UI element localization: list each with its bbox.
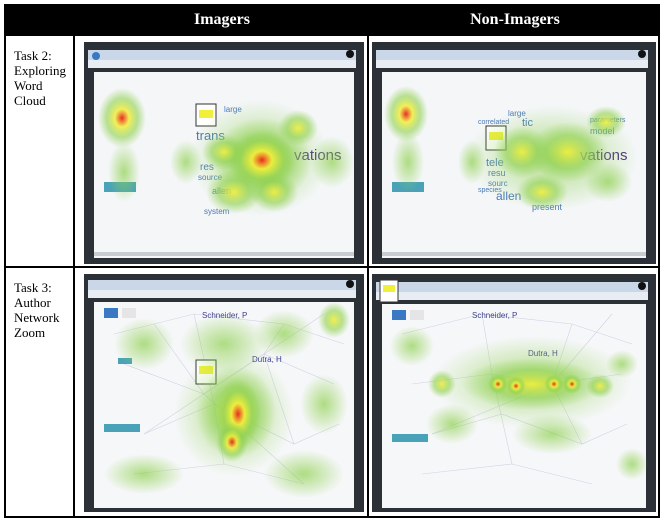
row-label-task3-text: Task 3: Author Network Zoom [14, 280, 60, 340]
grid-col2 [367, 4, 369, 518]
svg-text:Schneider, P: Schneider, P [472, 311, 517, 320]
heatmap-task2-imagers: large trans vations res source allen sys… [84, 42, 364, 264]
comparison-table: Imagers Non-Imagers Task 2: Exploring Wo… [4, 4, 660, 518]
grid-col1 [73, 4, 75, 518]
grid-left [4, 4, 6, 518]
heatmap-task2-non-imagers: large correlated tic parameters model va… [372, 42, 656, 264]
svg-text:system: system [204, 207, 230, 216]
header-row: Imagers Non-Imagers [4, 4, 660, 36]
row-label-task2: Task 2: Exploring Word Cloud [14, 48, 72, 108]
grid-right [658, 4, 660, 518]
heatmap-task3-non-imagers: Schneider, P Dutra, H [372, 274, 656, 512]
row-label-task3: Task 3: Author Network Zoom [14, 280, 72, 340]
row-label-task2-text: Task 2: Exploring Word Cloud [14, 48, 66, 108]
header-imagers: Imagers [194, 11, 250, 28]
grid-bottom [4, 516, 660, 518]
heatmap-task3-imagers: Schneider, P Dutra, H [84, 274, 364, 512]
header-non-imagers: Non-Imagers [470, 11, 560, 28]
svg-text:Dutra, H: Dutra, H [252, 355, 282, 364]
grid-row-mid [4, 266, 660, 268]
